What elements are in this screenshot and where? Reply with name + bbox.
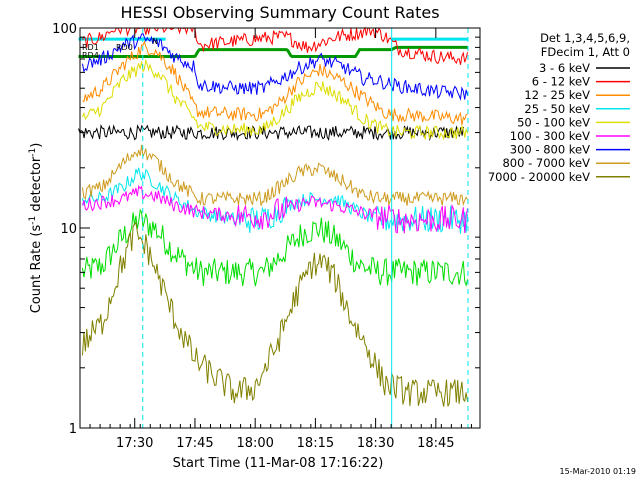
legend-header-line-1: Det 1,3,4,5,6,9, (540, 31, 630, 45)
annotation-label: RD0 (116, 43, 133, 52)
legend-entry-label: 300 - 800 keV (510, 143, 590, 157)
chart-title: HESSI Observing Summary Count Rates (120, 3, 439, 22)
series-line-8 (82, 221, 469, 407)
y-tick-label: 100 (52, 22, 77, 37)
annotation-label: RD1 (82, 43, 99, 52)
series-line-0 (78, 123, 464, 142)
x-axis-label: Start Time (11-Mar-08 17:16:22) (173, 456, 384, 471)
legend-entry-label: 25 - 50 keV (524, 102, 590, 116)
y-axis-label: Count Rate (s-1 detector-1) (28, 143, 44, 314)
x-tick-label: 18:15 (297, 436, 334, 451)
flag-trace-0 (78, 45, 468, 58)
plot-frame (79, 27, 481, 429)
legend-entry-label: 7000 - 20000 keV (488, 170, 590, 184)
legend-entry-label: 50 - 100 keV (517, 115, 590, 129)
x-tick-label: 18:30 (357, 436, 394, 451)
x-tick-label: 17:30 (116, 436, 153, 451)
x-tick-label: 17:45 (176, 436, 213, 451)
footer-timestamp: 15-Mar-2010 01:19 (560, 467, 637, 476)
legend-entry-label: 3 - 6 keV (539, 61, 590, 75)
legend-entry-label: 12 - 25 keV (524, 88, 590, 102)
series-line-1 (82, 26, 469, 65)
x-tick-label: 18:00 (236, 436, 273, 451)
y-tick-label: 10 (60, 222, 77, 237)
annotation-label: N (152, 37, 158, 46)
series-line-7 (82, 144, 469, 207)
legend: Det 1,3,4,5,6,9, FDecim 1, Att 0 3 - 6 k… (488, 31, 630, 184)
series-line-5 (82, 184, 469, 234)
legend-entry-label: 6 - 12 keV (532, 75, 590, 89)
series-line-2 (82, 40, 468, 126)
legend-entry-label: 800 - 7000 keV (502, 156, 590, 170)
series-line-6 (82, 33, 469, 101)
annotation-label: RD4 (82, 51, 99, 60)
x-tick-label: 18:45 (417, 436, 454, 451)
legend-entry-label: 100 - 300 keV (510, 129, 590, 143)
series-line-4 (82, 58, 469, 141)
legend-header-line-2: FDecim 1, Att 0 (541, 45, 630, 59)
y-tick-label: 1 (69, 422, 77, 437)
extra-trace-1 (82, 208, 469, 287)
axis-layer: 17:30 17:45 18:00 18:15 18:30 18:45 1 10 100 (52, 22, 480, 451)
